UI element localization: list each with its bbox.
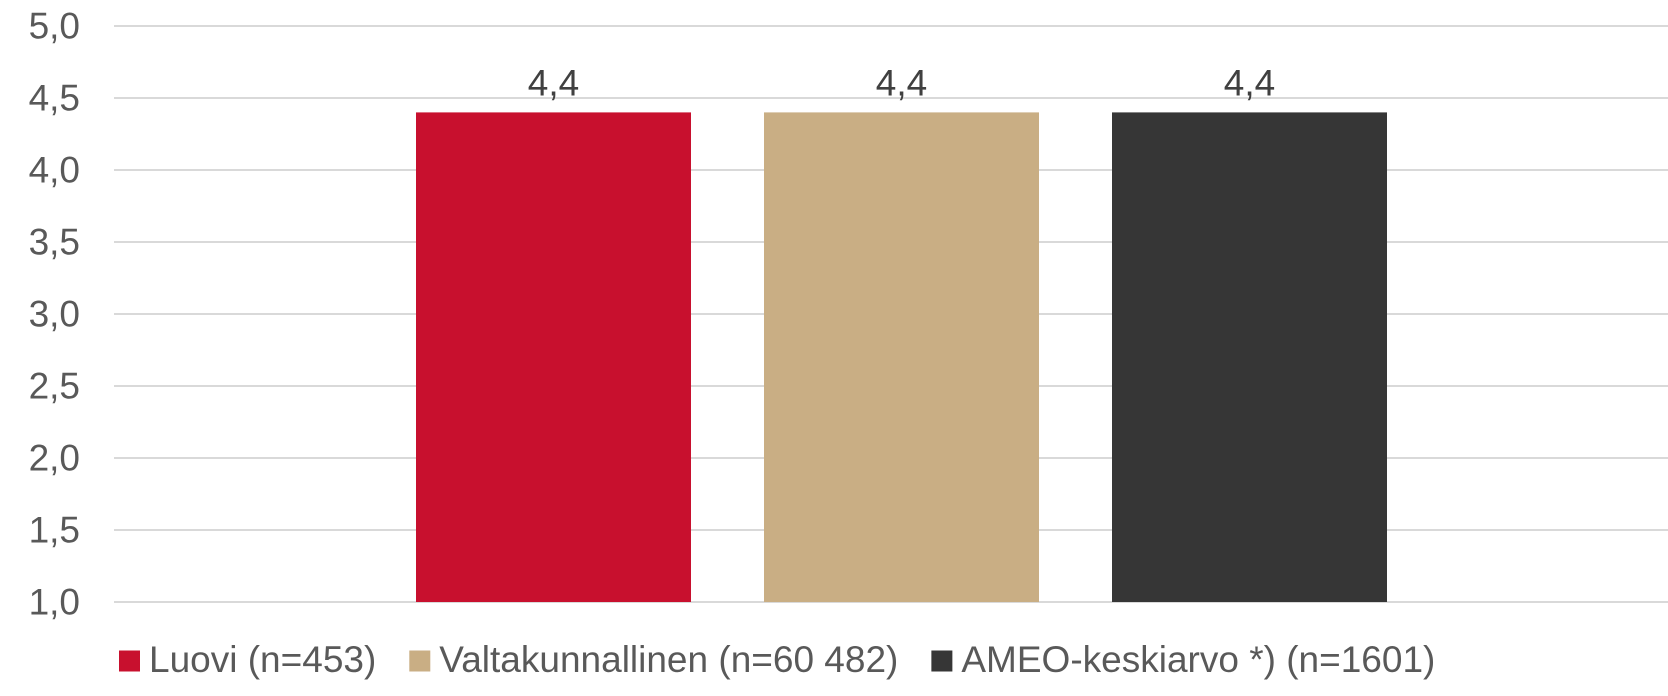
bar-value-label: 4,4: [1224, 62, 1275, 103]
y-tick-label: 2,0: [29, 438, 80, 479]
bar-value-label: 4,4: [528, 62, 579, 103]
legend-swatch: [119, 650, 140, 672]
legend-label: Luovi (n=453): [149, 639, 376, 680]
legend-label: AMEO-keskiarvo *) (n=1601): [961, 639, 1435, 680]
bar: [1112, 112, 1387, 603]
legend-swatch: [931, 650, 953, 672]
y-tick-label: 4,0: [29, 150, 80, 191]
bar: [416, 112, 691, 603]
y-tick-label: 4,5: [29, 78, 80, 119]
y-tick-label: 1,5: [29, 510, 80, 551]
bars: [416, 112, 1387, 603]
y-tick-label: 5,0: [29, 6, 80, 47]
y-tick-label: 2,5: [29, 366, 80, 407]
y-tick-label: 3,5: [29, 222, 80, 263]
data-labels: 4,4 4,4 4,4: [528, 62, 1275, 103]
bar: [764, 112, 1039, 603]
bar-value-label: 4,4: [876, 62, 927, 103]
y-tick-label: 1,0: [29, 582, 80, 623]
legend-swatch: [409, 650, 431, 672]
legend: Luovi (n=453) Valtakunnallinen (n=60 482)…: [119, 639, 1435, 680]
y-tick-label: 3,0: [29, 294, 80, 335]
y-axis-tick-labels: 1,0 1,5 2,0 2,5 3,0 3,5 4,0 4,5 5,0: [29, 6, 80, 623]
legend-label: Valtakunnallinen (n=60 482): [439, 639, 898, 680]
